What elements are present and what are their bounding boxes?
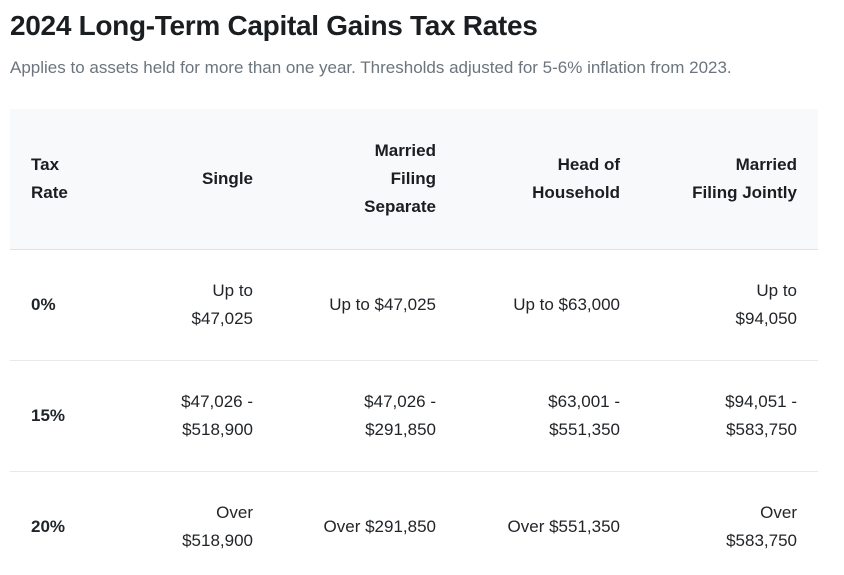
header-cell-head-of-household: Head of Household — [457, 109, 641, 250]
cell-head-of-household: Up to $63,000 — [513, 295, 620, 314]
cell-married-filing-jointly: Up to $94,050 — [735, 281, 797, 328]
table-body: 0% Up to $47,025 Up to $47,025 Up to $63… — [10, 250, 818, 575]
header-cell-married-filing-separate: Married Filing Separate — [274, 109, 457, 250]
cell-married-filing-separate: $47,026 - $291,850 — [274, 360, 457, 472]
cell-single: Up to $47,025 — [191, 281, 253, 328]
table-row-15-percent: 15% $47,026 - $518,900 $47,026 - $291,85… — [10, 360, 818, 472]
header-cell-single: Single — [132, 109, 274, 250]
cell-head-of-household: $63,001 - $551,350 — [457, 360, 641, 472]
header-cell-tax-rate: Tax Rate — [10, 109, 132, 250]
cell-head-of-household: Over $551,350 — [457, 471, 641, 575]
cell-rate: 0% — [31, 295, 56, 314]
cell-single: $47,026 - $518,900 — [132, 360, 274, 472]
cell-married-filing-separate: Up to $47,025 — [329, 295, 436, 314]
capital-gains-tax-table: Tax Rate Single Married Filing Separate … — [10, 109, 818, 575]
table-row-0-percent: 0% Up to $47,025 Up to $47,025 Up to $63… — [10, 250, 818, 361]
header-cell-married-filing-jointly: Married Filing Jointly — [641, 109, 818, 250]
page-subtitle: Applies to assets held for more than one… — [10, 58, 732, 77]
table-row-20-percent: 20% Over $518,900 Over $291,850 Over $55… — [10, 471, 818, 575]
cell-single: Over $518,900 — [132, 471, 274, 575]
cell-married-filing-jointly: $94,051 - $583,750 — [641, 360, 818, 472]
page-title: 2024 Long-Term Capital Gains Tax Rates — [10, 10, 538, 41]
cell-married-filing-jointly: Over $583,750 — [641, 471, 818, 575]
table-header-row: Tax Rate Single Married Filing Separate … — [10, 109, 818, 250]
cell-rate: 20% — [10, 471, 132, 575]
cell-rate: 15% — [10, 360, 132, 472]
cell-married-filing-separate: Over $291,850 — [274, 471, 457, 575]
table-header: Tax Rate Single Married Filing Separate … — [10, 109, 818, 250]
